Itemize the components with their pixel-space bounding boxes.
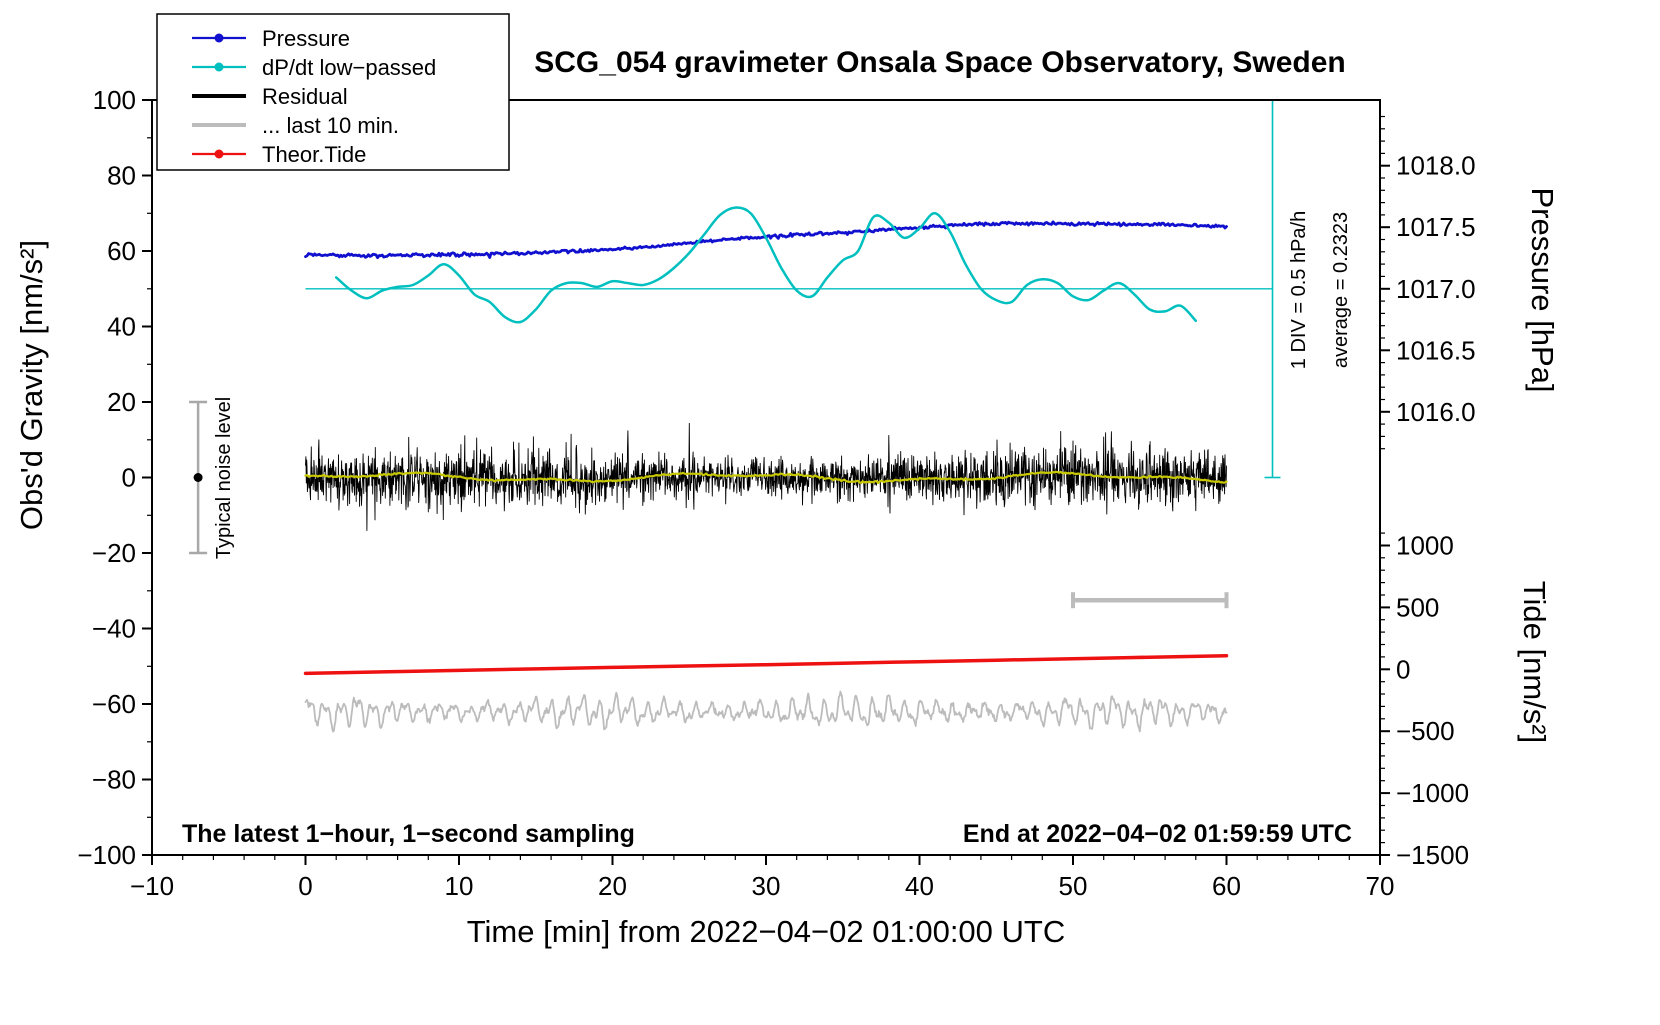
gravity-tick-label: 80 (107, 161, 136, 191)
x-tick-label: 60 (1212, 871, 1241, 901)
x-axis-label: Time [min] from 2022−04−02 01:00:00 UTC (467, 914, 1066, 949)
x-tick-label: 70 (1366, 871, 1395, 901)
legend-marker-dot (214, 149, 224, 159)
x-tick-label: −10 (130, 871, 174, 901)
legend-label: Theor.Tide (262, 142, 366, 167)
tide-tick-label: 0 (1396, 654, 1410, 684)
div-scale-annotation: 1 DIV = 0.5 hPa/h (1288, 211, 1310, 369)
pressure-tick-label: 1017.0 (1396, 274, 1476, 304)
chart-render-layer: −10 0 10 20 30 40 50 60 70−100−80−60−40−20020406… (77, 13, 1476, 901)
pressure-tick-label: 1017.5 (1396, 212, 1476, 242)
gravity-tick-label: 20 (107, 387, 136, 417)
x-tick-label: 20 (598, 871, 627, 901)
legend-marker-dot (214, 62, 224, 72)
gravity-tick-label: −80 (92, 765, 136, 795)
chart-title: SCG_054 gravimeter Onsala Space Observat… (534, 46, 1346, 79)
gravity-tick-label: −20 (92, 538, 136, 568)
y-axis-label-tide: Tide [nm/s²] (1517, 581, 1552, 744)
tide-tick-label: −1500 (1396, 840, 1469, 870)
gravity-tick-label: 0 (122, 463, 136, 493)
gravity-tick-label: −100 (77, 840, 136, 870)
residual-lowpass-trace (304, 470, 1228, 484)
x-tick-label: 0 (298, 871, 312, 901)
gravity-tick-label: 60 (107, 236, 136, 266)
tide-tick-label: 500 (1396, 592, 1439, 622)
x-tick-label: 30 (752, 871, 781, 901)
gravity-tick-label: −40 (92, 614, 136, 644)
gravity-tick-label: 100 (93, 85, 136, 115)
average-annotation: average = 0.2323 (1330, 212, 1352, 368)
end-note: End at 2022−04−02 01:59:59 UTC (963, 820, 1352, 848)
y-axis-label-gravity: Obs'd Gravity [nm/s²] (14, 240, 49, 530)
pressure-tick-label: 1018.0 (1396, 151, 1476, 181)
sampling-note: The latest 1−hour, 1−second sampling (182, 820, 635, 848)
legend-label: Residual (262, 84, 348, 109)
legend-label: dP/dt low−passed (262, 55, 436, 80)
y-axis-label-pressure: Pressure [hPa] (1525, 187, 1560, 392)
tide-tick-label: −500 (1396, 716, 1455, 746)
x-tick-label: 40 (905, 871, 934, 901)
noise-level-label: Typical noise level (213, 397, 235, 559)
gravity-tick-label: −60 (92, 689, 136, 719)
tide-tick-label: −1000 (1396, 778, 1469, 808)
pressure-tick-label: 1016.5 (1396, 335, 1476, 365)
residual-trace (305, 422, 1227, 531)
pressure-tick-label: 1016.0 (1396, 397, 1476, 427)
x-tick-label: 10 (445, 871, 474, 901)
noise-level-dot (193, 473, 203, 482)
tide-tick-label: 1000 (1396, 531, 1454, 561)
legend-label: Pressure (262, 26, 350, 51)
theor-tide-trace (303, 653, 1229, 676)
legend-marker-dot (214, 33, 224, 43)
x-tick-label: 50 (1059, 871, 1088, 901)
last10-trace (304, 690, 1228, 733)
dpdt-trace (334, 206, 1198, 324)
gravity-tick-label: 40 (107, 312, 136, 342)
legend-label: ... last 10 min. (262, 113, 399, 138)
